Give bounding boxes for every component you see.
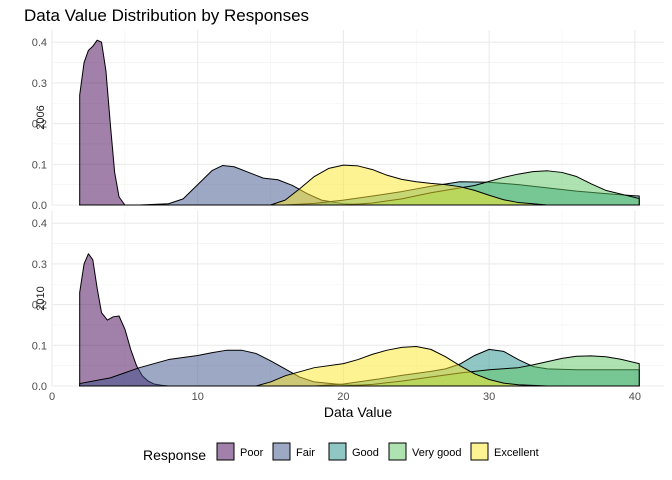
legend-swatch xyxy=(388,442,407,461)
density-excellent-2010 xyxy=(79,346,640,387)
density-poor-2006 xyxy=(79,39,126,206)
facet-panel-2006: 0.0 0.1 0.2 0.3 0.4 2006 xyxy=(32,30,664,212)
facet-panel-2010: 0.0 0.1 0.2 0.3 0.4 2010 xyxy=(32,211,664,393)
y-tick-label: 0.2 xyxy=(32,300,47,312)
x-tick-label: 0 xyxy=(49,391,55,403)
chart-title: Data Value Distribution by Responses xyxy=(24,6,309,25)
facet-label-2010: 2010 xyxy=(35,286,47,310)
y-tick-label: 0.4 xyxy=(32,37,47,49)
x-tick-label: 10 xyxy=(192,391,204,403)
legend-label: Good xyxy=(352,447,379,459)
density-excellent-2006 xyxy=(79,164,640,206)
y-tick-label: 0.1 xyxy=(32,340,47,352)
y-tick-label: 0.0 xyxy=(32,381,47,393)
legend-item-good: Good xyxy=(328,442,379,461)
x-tick-label: 40 xyxy=(629,391,641,403)
legend-title: Response xyxy=(143,447,206,463)
legend-item-very-good: Very good xyxy=(388,442,462,461)
legend-item-fair: Fair xyxy=(272,442,315,461)
x-tick-label: 20 xyxy=(337,391,349,403)
legend-swatch xyxy=(328,442,347,461)
y-tick-label: 0.2 xyxy=(32,119,47,131)
facet-panels: 0.0 0.1 0.2 0.3 0.4 2006 0.0 0.1 0.2 0.3 0.4 2010 0 1… xyxy=(32,30,664,403)
legend-item-excellent: Excellent xyxy=(470,442,539,461)
legend-label: Poor xyxy=(240,447,264,459)
legend-label: Very good xyxy=(412,447,462,459)
legend-item-poor: Poor xyxy=(216,442,264,461)
facet-label-2006: 2006 xyxy=(35,105,47,129)
y-tick-label: 0.3 xyxy=(32,78,47,90)
y-tick-label: 0.4 xyxy=(32,218,47,230)
legend-label: Fair xyxy=(296,447,315,459)
legend-swatch xyxy=(216,442,235,461)
y-tick-label: 0.1 xyxy=(32,159,47,171)
y-tick-label: 0.0 xyxy=(32,200,47,212)
x-tick-label: 30 xyxy=(483,391,495,403)
legend-swatch xyxy=(470,442,489,461)
legend-swatch xyxy=(272,442,291,461)
y-tick-label: 0.3 xyxy=(32,259,47,271)
legend-label: Excellent xyxy=(494,447,539,459)
x-axis-title: Data Value xyxy=(324,404,392,420)
legend: Response Poor Fair Good Very good Excellent xyxy=(143,442,539,463)
